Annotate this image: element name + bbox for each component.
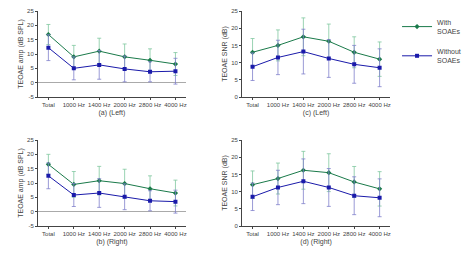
svg-text:1000 Hz: 1000 Hz xyxy=(267,231,289,237)
svg-text:4000 Hz: 4000 Hz xyxy=(368,231,390,237)
svg-text:0: 0 xyxy=(235,94,239,100)
svg-text:20: 20 xyxy=(27,22,34,28)
svg-text:5: 5 xyxy=(30,194,34,200)
svg-text:0: 0 xyxy=(30,80,34,86)
svg-text:-5: -5 xyxy=(28,94,34,100)
svg-text:(a) (Left): (a) (Left) xyxy=(98,109,125,117)
svg-text:TEOAE amp (dB SPL): TEOAE amp (dB SPL) xyxy=(17,19,25,89)
svg-text:1000 Hz: 1000 Hz xyxy=(63,102,85,108)
svg-text:(c) (Left): (c) (Left) xyxy=(303,109,329,117)
svg-text:4000 Hz: 4000 Hz xyxy=(164,231,186,237)
svg-text:10: 10 xyxy=(27,180,34,186)
svg-text:2800 Hz: 2800 Hz xyxy=(343,231,365,237)
svg-text:1400 Hz: 1400 Hz xyxy=(292,231,314,237)
svg-text:TEOAE SNR (dB): TEOAE SNR (dB) xyxy=(221,155,229,211)
svg-text:20: 20 xyxy=(27,151,34,157)
svg-text:25: 25 xyxy=(27,8,34,14)
svg-text:Total: Total xyxy=(42,102,55,108)
svg-text:2000 Hz: 2000 Hz xyxy=(318,231,340,237)
svg-text:5: 5 xyxy=(235,77,239,83)
svg-text:15: 15 xyxy=(231,172,238,178)
svg-text:TEOAE amp (dB SPL): TEOAE amp (dB SPL) xyxy=(17,148,25,218)
svg-text:0: 0 xyxy=(30,209,34,215)
svg-text:20: 20 xyxy=(231,25,238,31)
svg-text:2000 Hz: 2000 Hz xyxy=(113,231,135,237)
svg-text:(d) (Right): (d) (Right) xyxy=(300,238,332,246)
svg-text:4000 Hz: 4000 Hz xyxy=(164,102,186,108)
svg-text:10: 10 xyxy=(27,51,34,57)
svg-text:1400 Hz: 1400 Hz xyxy=(88,231,110,237)
svg-text:15: 15 xyxy=(27,37,34,43)
svg-text:-5: -5 xyxy=(28,223,34,229)
svg-text:TEOAE SNR (dB): TEOAE SNR (dB) xyxy=(221,26,229,82)
svg-text:15: 15 xyxy=(231,43,238,49)
svg-text:Total: Total xyxy=(246,102,259,108)
svg-text:Total: Total xyxy=(42,231,55,237)
svg-text:1400 Hz: 1400 Hz xyxy=(88,102,110,108)
svg-text:1400 Hz: 1400 Hz xyxy=(292,102,314,108)
svg-text:WithoutSOAEs: WithoutSOAEs xyxy=(437,48,461,64)
svg-text:10: 10 xyxy=(231,189,238,195)
svg-text:15: 15 xyxy=(27,166,34,172)
svg-text:2800 Hz: 2800 Hz xyxy=(139,102,161,108)
svg-text:10: 10 xyxy=(231,60,238,66)
svg-text:(b) (Right): (b) (Right) xyxy=(96,238,128,246)
svg-text:0: 0 xyxy=(235,223,239,229)
svg-text:2000 Hz: 2000 Hz xyxy=(318,102,340,108)
svg-text:5: 5 xyxy=(30,65,34,71)
svg-text:4000 Hz: 4000 Hz xyxy=(368,102,390,108)
svg-text:2000 Hz: 2000 Hz xyxy=(113,102,135,108)
svg-text:20: 20 xyxy=(231,154,238,160)
svg-text:5: 5 xyxy=(235,206,239,212)
svg-text:Total: Total xyxy=(246,231,259,237)
svg-text:25: 25 xyxy=(231,8,238,14)
svg-text:WithSOAEs: WithSOAEs xyxy=(437,19,460,35)
svg-text:1000 Hz: 1000 Hz xyxy=(267,102,289,108)
svg-text:1000 Hz: 1000 Hz xyxy=(63,231,85,237)
svg-text:2800 Hz: 2800 Hz xyxy=(139,231,161,237)
svg-text:2800 Hz: 2800 Hz xyxy=(343,102,365,108)
svg-text:25: 25 xyxy=(27,137,34,143)
svg-text:25: 25 xyxy=(231,137,238,143)
